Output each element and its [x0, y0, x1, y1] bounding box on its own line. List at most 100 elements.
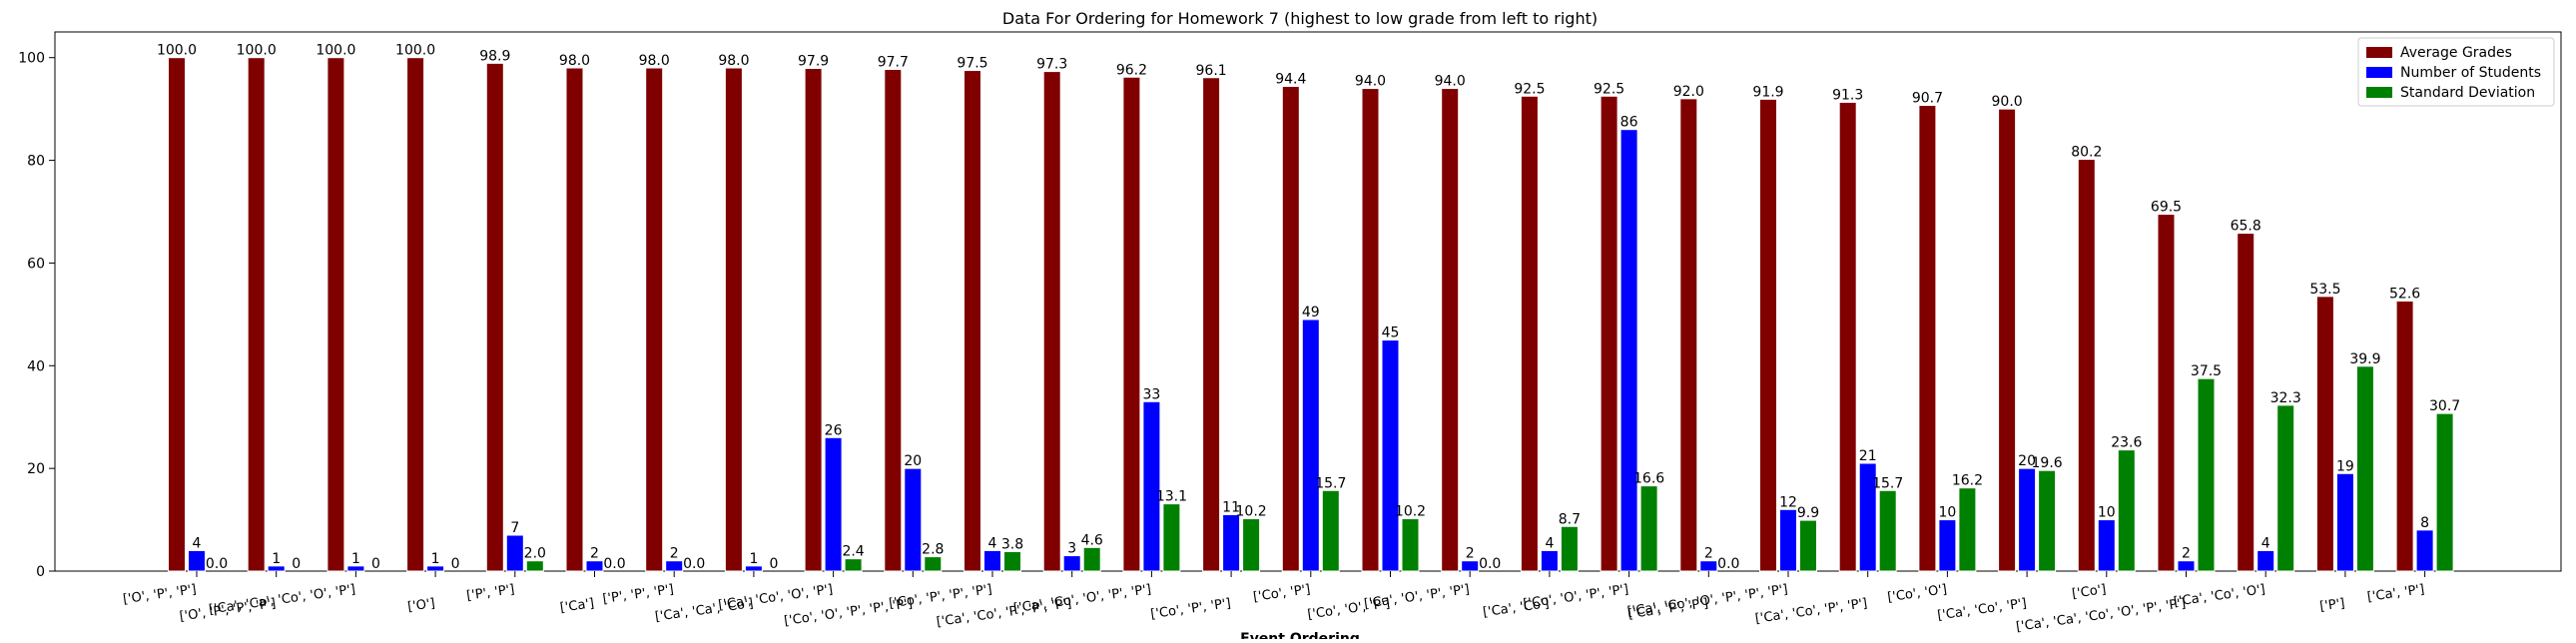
data-label: 0.0 — [683, 556, 705, 572]
data-label: 1 — [351, 551, 360, 567]
data-label: 16.2 — [1952, 473, 1983, 489]
legend-label: Number of Students — [2400, 65, 2541, 81]
data-label: 80.2 — [2071, 145, 2102, 161]
bar-0-8 — [804, 68, 823, 572]
bar-1-13 — [1222, 513, 1241, 572]
data-label: 94.4 — [1275, 72, 1306, 88]
bar-2-23 — [2038, 469, 2057, 572]
data-label: 97.5 — [957, 56, 987, 72]
data-label: 0.0 — [206, 556, 228, 572]
data-label: 2 — [590, 546, 599, 562]
data-label: 0.0 — [1717, 556, 1739, 572]
data-label: 10.2 — [1395, 504, 1426, 520]
bar-0-7 — [724, 67, 743, 572]
bar-1-6 — [665, 560, 684, 572]
data-label: 21 — [1859, 448, 1877, 464]
data-label: 0.0 — [603, 556, 625, 572]
data-label: 1 — [431, 551, 440, 567]
data-label: 37.5 — [2191, 363, 2222, 379]
legend: Average Grades Number of Students Standard… — [2357, 37, 2555, 107]
bar-2-28 — [2435, 412, 2454, 572]
data-label: 0 — [292, 556, 301, 572]
data-label: 16.6 — [1633, 471, 1664, 487]
data-label: 97.3 — [1036, 57, 1067, 73]
data-label: 94.0 — [1355, 74, 1386, 90]
bar-0-5 — [565, 67, 584, 572]
data-label: 33 — [1142, 386, 1160, 402]
bar-2-12 — [1162, 503, 1181, 572]
x-axis-label: Event Ordering — [1240, 631, 1360, 639]
data-label: 0 — [371, 556, 380, 572]
bar-1-19 — [1699, 560, 1718, 572]
data-label: 23.6 — [2111, 435, 2142, 451]
bar-0-2 — [326, 57, 345, 572]
bar-0-9 — [884, 69, 903, 572]
bar-1-27 — [2335, 472, 2354, 572]
bar-0-25 — [2157, 214, 2176, 572]
data-label: 92.5 — [1514, 81, 1545, 97]
data-label: 92.5 — [1594, 81, 1624, 97]
x-tick-label: ['Ca'] — [559, 596, 595, 616]
x-tick-label: ['P', 'P'] — [465, 582, 515, 604]
bar-0-16 — [1441, 88, 1460, 572]
bar-2-4 — [525, 560, 544, 572]
y-tick-label: 0 — [36, 564, 45, 580]
data-label: 98.0 — [718, 53, 749, 69]
bar-0-24 — [2077, 159, 2096, 572]
bar-1-17 — [1540, 549, 1559, 572]
bar-0-11 — [1042, 71, 1061, 572]
data-label: 100.0 — [395, 43, 435, 59]
data-label: 2.8 — [922, 542, 944, 558]
bar-0-28 — [2395, 300, 2414, 572]
data-label: 52.6 — [2389, 286, 2420, 302]
data-label: 2 — [2182, 546, 2191, 562]
bar-1-8 — [824, 436, 843, 572]
data-label: 4 — [193, 535, 202, 551]
bar-2-20 — [1799, 519, 1817, 572]
data-label: 11 — [1222, 499, 1240, 515]
bar-2-9 — [924, 556, 943, 572]
bar-1-0 — [188, 549, 206, 572]
bar-0-1 — [247, 57, 266, 572]
data-label: 8.7 — [1559, 511, 1581, 527]
bar-1-28 — [2415, 529, 2434, 572]
legend-label: Standard Deviation — [2400, 85, 2535, 101]
data-label: 26 — [825, 422, 843, 438]
data-label: 2 — [1466, 546, 1475, 562]
bar-1-26 — [2256, 549, 2275, 572]
bar-1-10 — [983, 549, 1001, 572]
data-label: 0 — [769, 556, 778, 572]
bar-0-23 — [1998, 108, 2017, 572]
data-label: 15.7 — [1315, 475, 1346, 491]
data-label: 90.7 — [1912, 91, 1943, 107]
bar-0-6 — [645, 67, 664, 572]
legend-swatch — [2366, 87, 2392, 98]
data-label: 96.2 — [1116, 62, 1147, 78]
y-tick-label: 20 — [27, 461, 45, 477]
bar-1-20 — [1779, 508, 1797, 572]
x-tick-label: ['O'] — [406, 596, 435, 615]
data-label: 19.6 — [2032, 455, 2063, 471]
bar-2-15 — [1401, 518, 1420, 572]
x-tick-label: ['Co'] — [2071, 582, 2107, 602]
bar-2-14 — [1321, 489, 1340, 572]
bar-0-13 — [1202, 77, 1221, 572]
data-label: 30.7 — [2429, 398, 2460, 414]
data-label: 10 — [1938, 505, 1956, 521]
data-label: 94.0 — [1435, 74, 1466, 90]
bar-0-14 — [1281, 86, 1300, 572]
data-label: 3.8 — [1001, 536, 1023, 552]
y-tick-label: 100 — [18, 51, 45, 67]
x-tick-label: ['P'] — [2318, 596, 2345, 614]
bar-2-24 — [2117, 449, 2136, 572]
bar-0-26 — [2237, 233, 2255, 572]
bar-1-5 — [585, 560, 604, 572]
bar-2-25 — [2197, 377, 2216, 572]
bar-0-21 — [1838, 101, 1857, 572]
data-label: 1 — [749, 551, 758, 567]
data-label: 10.2 — [1236, 504, 1267, 520]
y-tick-label: 40 — [27, 358, 45, 374]
data-label: 39.9 — [2349, 351, 2380, 367]
